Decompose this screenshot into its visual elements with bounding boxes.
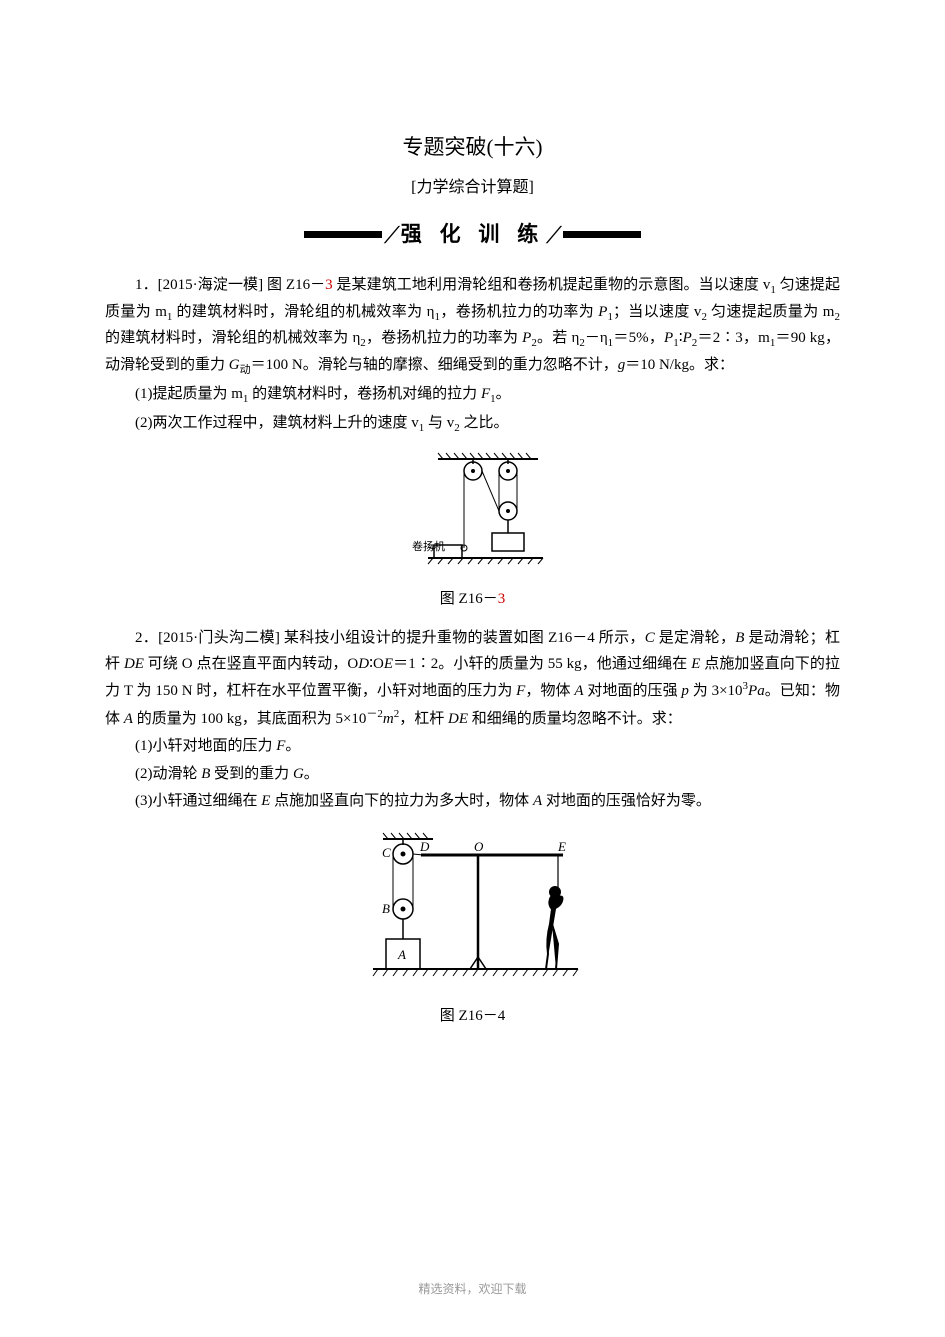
t: ，卷扬机拉力的功率为 bbox=[366, 330, 522, 346]
t: ，卷扬机拉力的功率为 bbox=[440, 304, 598, 320]
cap-b: 3 bbox=[498, 591, 506, 607]
t: 点施加竖直向下的拉力为多大时，物体 bbox=[270, 793, 533, 809]
page-footer: 精选资料，欢迎下载 bbox=[0, 1279, 945, 1299]
t: (3)小轩通过细绳在 bbox=[135, 793, 261, 809]
figure-1: 卷扬机 bbox=[105, 451, 840, 581]
figure-2: C D O E B A bbox=[105, 829, 840, 999]
v: G bbox=[229, 357, 240, 373]
problem-2-q2: (2)动滑轮 B 受到的重力 G。 bbox=[105, 762, 840, 788]
problem-1-body: 1．[2015·海淀一模] 图 Z16－3 是某建筑工地利用滑轮组和卷扬机提起重… bbox=[105, 273, 840, 380]
problem-1-q1: (1)提起质量为 m1 的建筑材料时，卷扬机对绳的拉力 F1。 bbox=[105, 382, 840, 409]
label-O: O bbox=[474, 839, 484, 854]
v: A bbox=[124, 711, 133, 727]
problem-2-q3: (3)小轩通过细绳在 E 点施加竖直向下的拉力为多大时，物体 A 对地面的压强恰… bbox=[105, 789, 840, 815]
t: ∶O bbox=[369, 656, 384, 672]
t: ；当以速度 v bbox=[613, 304, 702, 320]
t: 是某建筑工地利用滑轮组和卷扬机提起重物的示意图。当以速度 v bbox=[333, 277, 771, 293]
v: p bbox=[681, 683, 689, 699]
label-E: E bbox=[557, 839, 566, 854]
t: ，物体 bbox=[525, 683, 574, 699]
v: m bbox=[383, 711, 394, 727]
problem-2-q1: (1)小轩对地面的压力 F。 bbox=[105, 734, 840, 760]
t: 。若 η bbox=[537, 330, 579, 346]
divider-label: 强 化 训 练 bbox=[401, 217, 545, 253]
v: P bbox=[522, 330, 531, 346]
t: 与 v bbox=[424, 415, 454, 431]
t: 的建筑材料时，卷扬机对绳的拉力 bbox=[248, 386, 481, 402]
figure-1-caption: 图 Z16－3 bbox=[105, 587, 840, 613]
t: (2)动滑轮 bbox=[135, 766, 201, 782]
t: 的建筑材料时，滑轮组的机械效率为 η bbox=[105, 330, 360, 346]
v: D bbox=[358, 656, 369, 672]
v: P bbox=[683, 330, 692, 346]
section-divider: / 强 化 训 练 / bbox=[105, 213, 840, 257]
t: 的质量为 100 kg，其底面积为 5×10 bbox=[133, 711, 366, 727]
v: F bbox=[481, 386, 490, 402]
pulley-diagram-icon: 卷扬机 bbox=[398, 451, 548, 571]
t: (1)提起质量为 m bbox=[135, 386, 243, 402]
t: 受到的重力 bbox=[210, 766, 293, 782]
t: 和细绳的质量均忽略不计。求： bbox=[468, 711, 682, 727]
p1-lead: 1．[2015·海淀一模] 图 Z16－ bbox=[135, 277, 325, 293]
cap-a: 图 Z16－ bbox=[440, 591, 498, 607]
page-title: 专题突破(十六) bbox=[105, 130, 840, 166]
t: 。 bbox=[304, 766, 319, 782]
t: ＝2∶3，m bbox=[697, 330, 770, 346]
divider-slash-left: / bbox=[380, 213, 402, 257]
t: 。 bbox=[496, 386, 511, 402]
s: 动 bbox=[240, 364, 251, 376]
t: ＝100 N。滑轮与轴的摩擦、细绳受到的重力忽略不计， bbox=[251, 357, 618, 373]
v: DE bbox=[448, 711, 468, 727]
t: 可绕 O 点在竖直平面内转动，O bbox=[144, 656, 358, 672]
v: C bbox=[645, 630, 655, 646]
page-subtitle: [力学综合计算题] bbox=[105, 174, 840, 201]
t: 2．[2015·门头沟二模] 某科技小组设计的提升重物的装置如图 Z16－4 所… bbox=[135, 630, 645, 646]
v: A bbox=[574, 683, 583, 699]
t: (2)两次工作过程中，建筑材料上升的速度 v bbox=[135, 415, 419, 431]
label-A: A bbox=[397, 947, 406, 962]
t: ，杠杆 bbox=[399, 711, 448, 727]
v: A bbox=[533, 793, 542, 809]
winch-label: 卷扬机 bbox=[412, 539, 445, 553]
s: －2 bbox=[366, 708, 383, 720]
v: E bbox=[691, 656, 700, 672]
t: 匀速提起质量为 m bbox=[707, 304, 835, 320]
lever-pulley-diagram-icon: C D O E B A bbox=[358, 829, 588, 989]
t: 对地面的压强恰好为零。 bbox=[542, 793, 711, 809]
t: ＝5%， bbox=[613, 330, 664, 346]
v: F bbox=[516, 683, 525, 699]
t: 对地面的压强 bbox=[584, 683, 682, 699]
t: 之比。 bbox=[460, 415, 509, 431]
problem-2-body: 2．[2015·门头沟二模] 某科技小组设计的提升重物的装置如图 Z16－4 所… bbox=[105, 626, 840, 732]
v: DE bbox=[124, 656, 144, 672]
label-B: B bbox=[382, 901, 390, 916]
divider-bar-right bbox=[563, 231, 641, 238]
fig-ref-num: 3 bbox=[325, 277, 333, 293]
t: ＝1∶2。小轩的质量为 55 kg，他通过细绳在 bbox=[393, 656, 691, 672]
v: Pa bbox=[748, 683, 765, 699]
label-C: C bbox=[382, 845, 391, 860]
v: G bbox=[293, 766, 304, 782]
t: ＝10 N/kg。求： bbox=[625, 357, 734, 373]
v: E bbox=[384, 656, 393, 672]
t: 为 3×10 bbox=[689, 683, 743, 699]
t: 。 bbox=[285, 738, 300, 754]
label-D: D bbox=[419, 839, 430, 854]
t: －η bbox=[585, 330, 608, 346]
problem-1-q2: (2)两次工作过程中，建筑材料上升的速度 v1 与 v2 之比。 bbox=[105, 411, 840, 438]
divider-bar-left bbox=[304, 231, 382, 238]
t: (1)小轩对地面的压力 bbox=[135, 738, 276, 754]
figure-2-caption: 图 Z16－4 bbox=[105, 1004, 840, 1030]
t: 的建筑材料时，滑轮组的机械效率为 η bbox=[172, 304, 434, 320]
s: 2 bbox=[834, 311, 840, 323]
v: P bbox=[664, 330, 673, 346]
t: 是定滑轮， bbox=[655, 630, 736, 646]
divider-slash-right: / bbox=[543, 213, 565, 257]
